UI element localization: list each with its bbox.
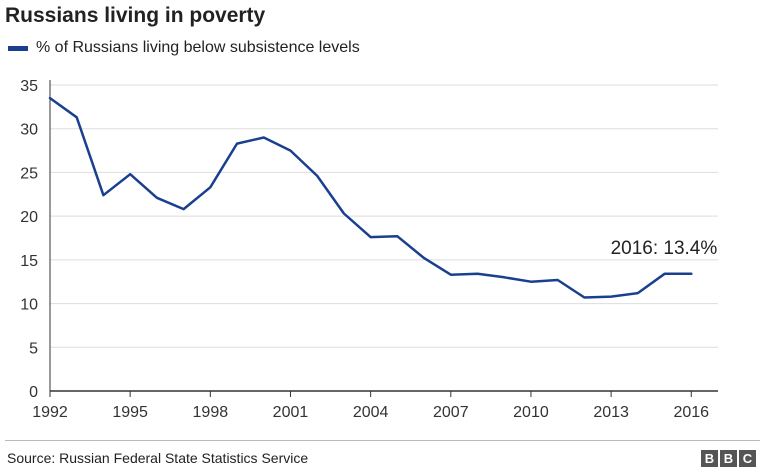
y-tick-label: 0	[29, 384, 38, 401]
y-tick-label: 20	[20, 209, 38, 226]
x-tick-label: 2004	[353, 404, 389, 421]
y-tick-label: 10	[20, 297, 38, 314]
legend: % of Russians living below subsistence l…	[8, 38, 360, 58]
chart-title: Russians living in poverty	[5, 4, 266, 27]
data-annotation: 2016: 13.4%	[611, 238, 718, 259]
y-tick-label: 30	[20, 122, 38, 139]
y-tick-label: 5	[29, 340, 38, 357]
x-tick-label: 2016	[673, 404, 709, 421]
x-tick-label: 1992	[32, 404, 68, 421]
bbc-logo-letter: B	[720, 450, 737, 467]
bbc-logo: B B C	[701, 450, 756, 467]
legend-label: % of Russians living below subsistence l…	[36, 39, 360, 56]
footer-divider	[5, 440, 760, 441]
x-tick-label: 1998	[193, 404, 229, 421]
line-chart: 0 5 10 15 20 25 30 35 1992 1995 1998 2001 2004 2007 20…	[20, 78, 718, 421]
legend-swatch	[8, 45, 28, 51]
y-tick-label: 15	[20, 253, 38, 270]
y-tick-label: 35	[20, 78, 38, 95]
x-tick-label: 2013	[593, 404, 629, 421]
x-tick-label: 2007	[433, 404, 469, 421]
x-tick-label: 2010	[513, 404, 549, 421]
bbc-logo-letter: B	[701, 450, 718, 467]
x-tick-label: 1995	[112, 404, 148, 421]
bbc-logo-letter: C	[739, 450, 756, 467]
series-line	[48, 96, 693, 299]
x-tick-label: 2001	[273, 404, 309, 421]
y-tick-label: 25	[20, 165, 38, 182]
source-note: Source: Russian Federal State Statistics…	[7, 450, 309, 466]
